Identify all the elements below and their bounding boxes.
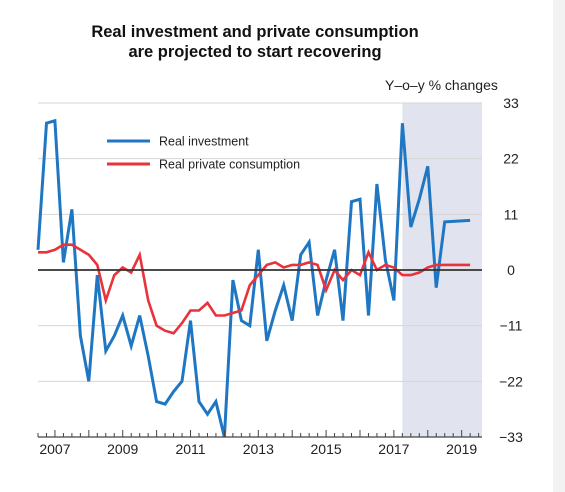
x-tick-label: 2009 xyxy=(107,441,138,457)
chart-title-line-2: are projected to start recovering xyxy=(128,43,382,61)
legend-label-real-investment: Real investment xyxy=(159,135,249,149)
y-axis-unit-label: Y–o–y % changes xyxy=(385,77,498,93)
legend-label-real-private-consumption: Real private consumption xyxy=(159,158,300,172)
chart: 33 22 11 0 −11 −22 −33 2007 2009 2011 2013 2015 2017… xyxy=(36,95,523,457)
x-tick-label: 2007 xyxy=(39,441,70,457)
y-tick-label: −11 xyxy=(500,318,523,334)
x-tick-label: 2011 xyxy=(175,441,205,457)
series-line-real-investment xyxy=(36,118,471,438)
series-line-real-private-consumption xyxy=(38,243,471,335)
y-tick-label: −22 xyxy=(499,373,523,389)
x-tick-label: 2015 xyxy=(311,441,342,457)
x-tick-label: 2017 xyxy=(378,441,409,457)
chart-title-line-1: Real investment and private consumption xyxy=(91,23,419,41)
y-tick-label: 0 xyxy=(507,262,515,278)
page-margin-strip xyxy=(553,0,565,492)
x-tick-label: 2019 xyxy=(446,441,477,457)
y-tick-label: −33 xyxy=(499,429,523,445)
y-tick-label: 11 xyxy=(504,206,519,222)
y-tick-label: 22 xyxy=(503,151,519,167)
x-tick-label: 2013 xyxy=(243,441,274,457)
y-tick-label: 33 xyxy=(503,95,519,111)
